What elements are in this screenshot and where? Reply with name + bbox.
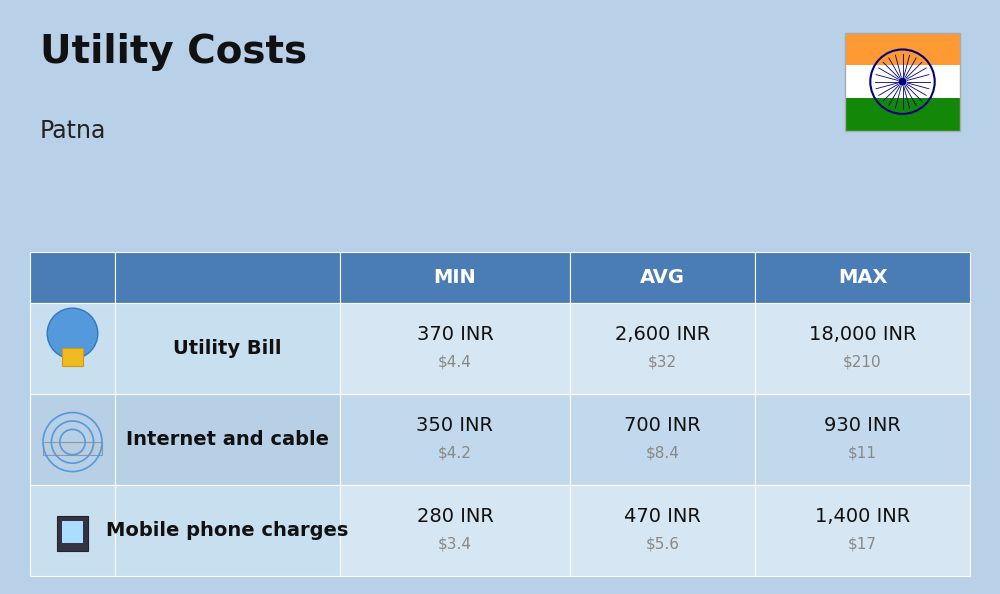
Bar — [57, 516, 88, 551]
Bar — [340, 485, 570, 576]
Text: 2,600 INR: 2,600 INR — [615, 326, 710, 345]
Bar — [845, 98, 960, 131]
Bar — [115, 252, 340, 303]
Text: $8.4: $8.4 — [646, 446, 679, 461]
Text: MAX: MAX — [838, 268, 887, 287]
Bar — [755, 394, 970, 485]
Bar — [845, 65, 960, 98]
Text: 470 INR: 470 INR — [624, 507, 701, 526]
Bar — [755, 252, 970, 303]
Bar — [43, 442, 102, 454]
Text: 700 INR: 700 INR — [624, 416, 701, 435]
Bar — [845, 33, 960, 65]
Bar — [845, 33, 960, 131]
Text: MIN: MIN — [434, 268, 476, 287]
Bar — [570, 485, 755, 576]
Ellipse shape — [898, 78, 907, 86]
Bar — [30, 394, 115, 485]
Bar — [340, 252, 570, 303]
Text: $17: $17 — [848, 537, 877, 552]
Text: $3.4: $3.4 — [438, 537, 472, 552]
Bar — [570, 394, 755, 485]
Text: $11: $11 — [848, 446, 877, 461]
Text: 1,400 INR: 1,400 INR — [815, 507, 910, 526]
Text: $32: $32 — [648, 355, 677, 369]
Text: Patna: Patna — [40, 119, 106, 143]
Bar — [755, 485, 970, 576]
Text: 930 INR: 930 INR — [824, 416, 901, 435]
Bar — [755, 303, 970, 394]
Text: $4.2: $4.2 — [438, 446, 472, 461]
Ellipse shape — [47, 308, 98, 359]
Bar — [340, 394, 570, 485]
Text: 370 INR: 370 INR — [417, 326, 493, 345]
Bar — [30, 485, 115, 576]
Bar — [340, 303, 570, 394]
Bar — [115, 394, 340, 485]
Text: 280 INR: 280 INR — [417, 507, 493, 526]
Text: $210: $210 — [843, 355, 882, 369]
Text: Utility Bill: Utility Bill — [173, 339, 282, 358]
Bar — [30, 252, 115, 303]
Bar — [570, 252, 755, 303]
Bar — [62, 349, 83, 366]
Text: $4.4: $4.4 — [438, 355, 472, 369]
Text: Utility Costs: Utility Costs — [40, 33, 307, 71]
Text: AVG: AVG — [640, 268, 685, 287]
Bar — [115, 303, 340, 394]
Bar — [30, 303, 115, 394]
Text: $5.6: $5.6 — [646, 537, 680, 552]
Text: 350 INR: 350 INR — [416, 416, 493, 435]
Bar — [570, 303, 755, 394]
Text: 18,000 INR: 18,000 INR — [809, 326, 916, 345]
Text: Mobile phone charges: Mobile phone charges — [106, 521, 349, 540]
Text: Internet and cable: Internet and cable — [126, 430, 329, 449]
Bar — [115, 485, 340, 576]
Bar — [62, 520, 83, 543]
